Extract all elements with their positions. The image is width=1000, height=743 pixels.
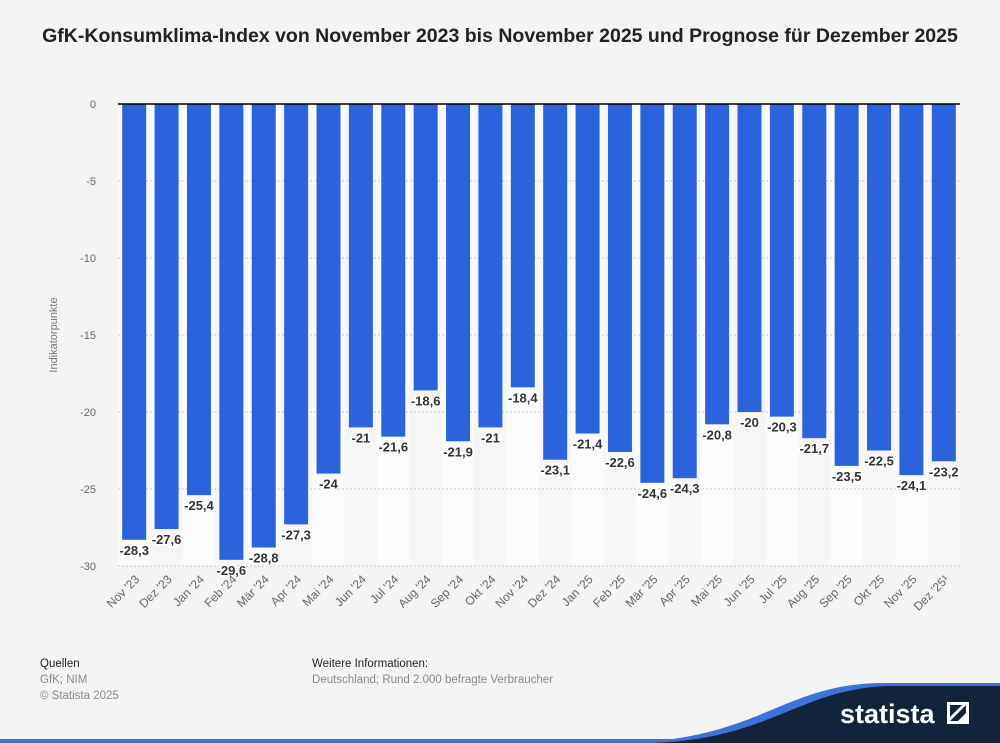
data-label: -21,9 [443,444,473,459]
bar [381,104,406,437]
x-tick-label: Mai '25 [688,572,725,609]
data-label: -29,6 [217,563,247,578]
y-tick-label: -5 [86,176,96,188]
data-label: -20 [740,415,759,430]
data-label: -21,7 [799,441,829,456]
x-tick-label: Mai '24 [300,572,337,609]
bar [478,104,503,428]
bar [834,104,859,466]
x-tick-label: Jan '24 [170,572,207,609]
y-tick-label: -30 [80,561,96,573]
x-tick-label: Nov '24 [493,572,532,611]
x-tick-label: Apr '25 [656,572,693,609]
y-tick-label: -25 [80,484,96,496]
data-label: -27,6 [152,532,182,547]
data-label: -24,1 [897,478,927,493]
x-tick-label: Sep '25 [816,572,855,611]
x-tick-label: Aug '25 [784,572,823,611]
data-label: -23,5 [832,469,862,484]
data-label: -20,8 [702,427,732,442]
bar [219,104,244,560]
statista-logo-icon [947,702,969,724]
sources-text: GfK; NIM [40,674,88,686]
bar [802,104,827,439]
data-label: -23,1 [540,463,570,478]
bar [867,104,892,451]
x-tick-label: Okt '25 [851,572,888,609]
x-tick-label: Jun '25 [721,572,758,609]
statista-logo-banner: statista [0,683,1000,743]
data-label: -22,6 [605,455,635,470]
bar [607,104,632,453]
x-tick-label: Dez '23 [136,572,175,611]
x-tick-label: Sep '24 [428,572,467,611]
logo-text[interactable]: statista [840,699,936,729]
data-label: -21,6 [378,440,408,455]
info-text: Deutschland; Rund 2.000 befragte Verbrau… [312,674,554,686]
data-label: -24,6 [638,486,668,501]
data-label: -18,4 [508,390,538,405]
bar [284,104,309,525]
data-label: -22,5 [864,454,894,469]
bar [899,104,924,476]
bar [575,104,600,434]
bar-chart: 0 -5 -10 -15 -20 -25 -30 Indikatorpunkte -28,3 No… [48,99,960,613]
x-tick-label: Feb '25 [590,572,628,610]
data-label: -18,6 [411,393,441,408]
info-heading[interactable]: Weitere Informationen: [312,658,429,670]
x-tick-label: Dez '24 [525,572,564,611]
sources-block: Quellen GfK; NIM © Statista 2025 [40,656,119,704]
x-tick-label: Nov '23 [104,572,143,611]
bar [316,104,341,474]
bar [413,104,438,391]
chart-title: GfK-Konsumklima-Index von November 2023 … [42,25,958,47]
x-tick-label: Mär '25 [623,572,661,610]
data-label: -28,8 [249,551,279,566]
data-label: -21 [351,430,370,445]
y-tick-label: -10 [80,253,96,265]
bar [769,104,794,417]
data-label: -28,3 [119,543,149,558]
bar [931,104,956,462]
copyright: © Statista 2025 [40,690,119,702]
x-tick-label: Aug '24 [395,572,434,611]
y-tick-label: 0 [90,99,96,111]
y-axis-label: Indikatorpunkte [48,297,60,372]
data-label: -21,4 [573,437,603,452]
bar [446,104,471,442]
bar [737,104,762,412]
bar [122,104,147,540]
x-tick-label: Dez '25¹ [911,572,952,613]
x-tick-label: Jun '24 [332,572,369,609]
x-tick-label: Okt '24 [462,572,499,609]
info-block: Weitere Informationen: Deutschland; Rund… [312,656,553,688]
data-label: -27,3 [281,527,311,542]
sources-heading: Quellen [40,658,80,670]
bar [186,104,211,496]
data-label: -21 [481,430,500,445]
bar [510,104,535,388]
x-tick-label: Apr '24 [268,572,305,609]
data-label: -23,2 [929,464,959,479]
bar [543,104,568,460]
data-label: -24,3 [670,481,700,496]
y-tick-label: -20 [80,407,96,419]
bar [348,104,373,428]
x-tick-label: Jan '25 [559,572,596,609]
data-label: -24 [319,477,339,492]
bar [640,104,665,483]
bar [251,104,276,548]
y-tick-label: -15 [80,330,96,342]
bar [154,104,179,530]
bar [705,104,730,425]
data-label: -25,4 [184,498,214,513]
data-label: -20,3 [767,420,797,435]
bar [672,104,697,479]
